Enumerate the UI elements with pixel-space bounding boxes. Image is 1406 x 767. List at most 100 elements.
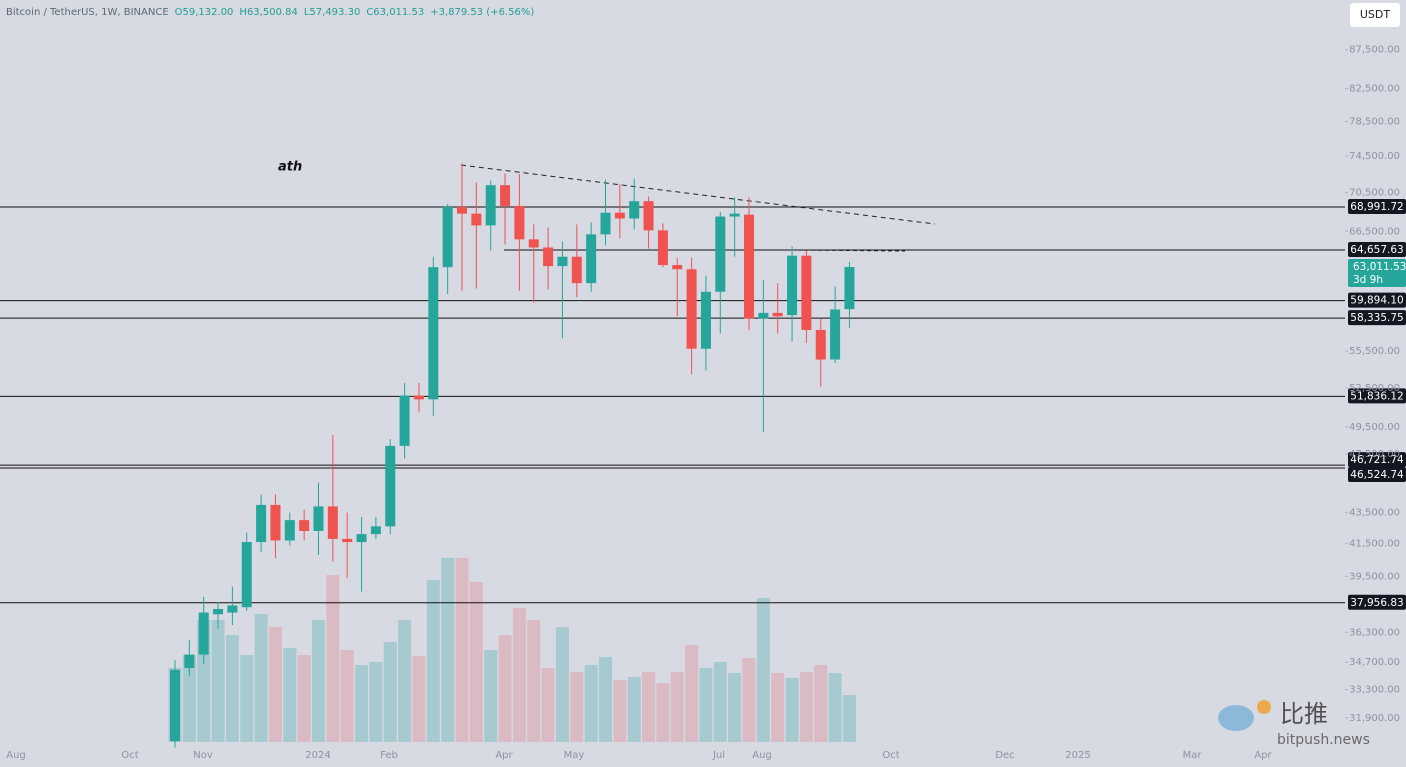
y-tick-label: 41,500.00	[1349, 539, 1400, 550]
x-tick-label: Apr	[495, 750, 513, 761]
candle-body	[830, 309, 841, 360]
volume-bar	[527, 620, 541, 742]
volume-bar	[570, 672, 584, 742]
level-label: 59,894.10	[1350, 295, 1403, 307]
candle-body	[672, 265, 683, 270]
y-tick-label: 78,500.00	[1349, 116, 1400, 127]
current-price-tag	[1348, 259, 1406, 288]
x-tick-label: Dec	[995, 750, 1014, 761]
y-tick-label: 49,500.00	[1349, 422, 1400, 433]
candle-body	[744, 214, 754, 319]
candle-body	[500, 185, 511, 206]
candle-body	[729, 213, 740, 217]
x-tick-label: May	[564, 750, 585, 761]
volume-bar	[512, 608, 526, 742]
level-label: 68,991.72	[1350, 201, 1403, 213]
volume-bar	[799, 672, 813, 742]
y-tick-label: 47,500.00	[1349, 449, 1400, 460]
currency-label[interactable]: USDT	[1360, 8, 1391, 21]
low: L57,493.30	[304, 7, 360, 18]
level-label: 37,956.83	[1350, 597, 1403, 609]
candle-body	[198, 612, 209, 655]
x-tick-label: Aug	[6, 750, 26, 761]
candle-body	[327, 506, 338, 539]
bird-icon	[1218, 705, 1254, 731]
y-tick-label: 82,500.00	[1349, 84, 1400, 95]
candle-body	[213, 609, 224, 615]
x-tick-label: Apr	[1254, 750, 1272, 761]
annotation: ath	[278, 160, 302, 175]
y-tick-label: 87,500.00	[1349, 45, 1400, 56]
volume-bar	[225, 635, 239, 742]
y-tick-label: 33,300.00	[1349, 684, 1400, 695]
volume-bar	[426, 580, 440, 742]
y-tick-label: 34,700.00	[1349, 657, 1400, 668]
y-tick-label: 66,500.00	[1349, 226, 1400, 237]
level-label: 46,721.74	[1350, 454, 1404, 466]
candle-body	[700, 291, 711, 349]
candle-body	[299, 520, 310, 531]
level-tag	[1348, 198, 1406, 214]
watermark-site: bitpush.news	[1277, 732, 1370, 748]
volume-bar	[584, 665, 598, 742]
volume-bar	[728, 673, 742, 742]
watermark-chinese: 比推	[1280, 700, 1328, 728]
candle-body	[758, 312, 769, 319]
volume-bar	[283, 648, 297, 742]
close: C63,011.53	[366, 7, 424, 18]
candle-body	[471, 213, 482, 226]
volume-bar	[713, 662, 727, 742]
volume-bar	[240, 655, 254, 742]
level-tag	[1348, 241, 1406, 257]
candle-body	[342, 538, 353, 543]
change: +3,879.53 (+6.56%)	[430, 7, 534, 18]
candle-body	[801, 255, 812, 330]
volume-bar	[398, 620, 412, 742]
candle-body	[284, 520, 295, 541]
volume-bar	[312, 620, 325, 742]
candle-body	[356, 534, 367, 543]
candle-body	[629, 201, 640, 219]
candle-body	[614, 212, 625, 219]
candle-body	[815, 329, 826, 360]
volume-bar	[627, 677, 641, 742]
high: H63,500.84	[239, 7, 297, 18]
volume-bar	[656, 683, 670, 742]
currency-button[interactable]	[1350, 3, 1400, 27]
volume-bar	[211, 620, 225, 742]
volume-bar	[742, 658, 756, 742]
x-tick-label: Aug	[752, 750, 772, 761]
y-tick-label: 70,500.00	[1349, 188, 1400, 199]
candle-body	[370, 526, 381, 535]
x-tick-label: Jul	[712, 750, 725, 761]
candles-layer	[170, 163, 855, 748]
candle-body	[514, 205, 525, 240]
open: O59,132.00	[175, 7, 234, 18]
level-tag	[1348, 594, 1406, 610]
volume-bar	[369, 662, 383, 742]
candle-body	[385, 445, 396, 527]
volume-bar	[842, 695, 856, 742]
volume-bar	[785, 678, 799, 742]
candle-body	[657, 230, 668, 266]
volume-bar	[685, 645, 699, 742]
watermark: 比推 bitpush.news	[1218, 700, 1370, 748]
candle-body	[442, 206, 453, 268]
candle-body	[571, 256, 582, 284]
candle-body	[184, 654, 195, 668]
volume-bar	[828, 673, 842, 742]
levels-layer: 68,991.72 64,657.63 59,894.10 58,335.75 51,8…	[0, 198, 1406, 610]
x-tick-label: Feb	[380, 750, 398, 761]
volume-bar	[412, 656, 426, 742]
x-tick-label: Oct	[121, 750, 138, 761]
volume-bar	[814, 665, 828, 742]
trend-line	[789, 249, 906, 252]
candle-body	[772, 312, 783, 317]
volume-bar	[771, 673, 785, 742]
symbol: Bitcoin / TetherUS, 1W, BINANCE	[6, 7, 169, 18]
level-label: 46,524.74	[1350, 469, 1404, 481]
volume-bar	[355, 665, 369, 742]
